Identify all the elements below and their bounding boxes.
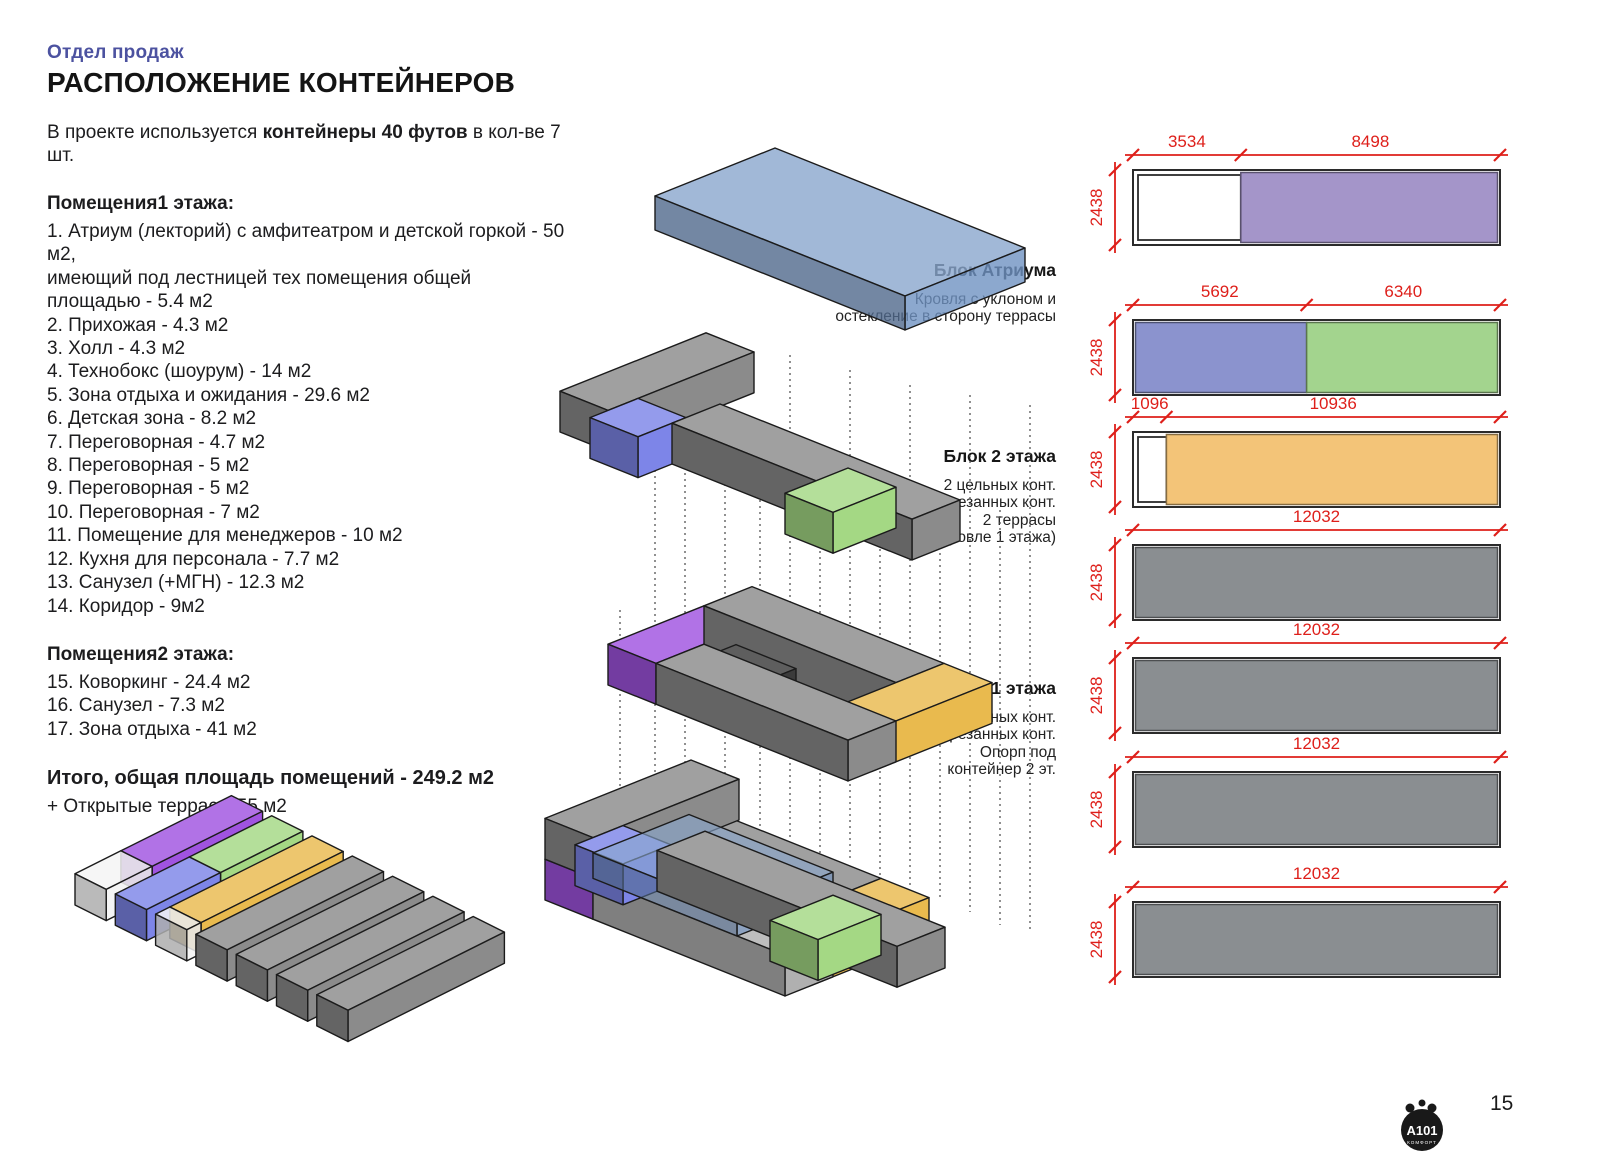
room-item: 17. Зона отдыха - 41 м2	[47, 718, 257, 740]
annotation-line: 2 цельных конт.	[943, 477, 1056, 494]
room-item: 3. Холл - 4.3 м2	[47, 338, 186, 360]
room-item: 7. Переговорная - 4.7 м2	[47, 431, 266, 453]
floor2-list: 15. Коворкинг - 24.4 м2 16. Санузел - 7.3…	[47, 671, 567, 741]
room-item: 16. Санузел - 7.3 м2	[47, 695, 225, 717]
floor2-heading: Помещения2 этажа:	[47, 643, 235, 665]
room-item: 13. Санузел (+МГН) - 12.3 м2	[47, 572, 305, 594]
svg-text:6340: 6340	[1384, 282, 1422, 301]
total-area-line: Итого, общая площадь помещений - 249.2 м…	[47, 767, 495, 790]
room-item: имеющий под лестницей тех помещения обще…	[47, 267, 472, 313]
logo-dot-icon	[1427, 1103, 1437, 1113]
intro-prefix: В проекте используется	[47, 122, 263, 143]
room-item: 1. Атриум (лекторий) с амфитеатром и дет…	[47, 221, 565, 266]
intro-paragraph: В проекте используется контейнеры 40 фут…	[47, 121, 567, 167]
svg-text:2438: 2438	[1090, 451, 1106, 489]
svg-text:12032: 12032	[1293, 620, 1340, 639]
room-item: 8. Переговорная - 5 м2	[47, 455, 250, 477]
logo-text: A101	[1406, 1123, 1437, 1138]
svg-text:5692: 5692	[1201, 282, 1239, 301]
logo-circle-icon	[1401, 1109, 1443, 1151]
intro-bold: контейнеры 40 футов	[262, 122, 468, 143]
room-item: 4. Технобокс (шоурум) - 14 м2	[47, 361, 312, 383]
section-eyebrow: Отдел продаж	[47, 42, 184, 63]
brand-logo: A101 КОМФОРТ	[1401, 1099, 1443, 1151]
svg-text:12032: 12032	[1293, 864, 1340, 883]
room-item: 10. Переговорная - 7 м2	[47, 501, 260, 523]
svg-text:12032: 12032	[1293, 734, 1340, 753]
floor1-list: 1. Атриум (лекторий) с амфитеатром и дет…	[47, 220, 567, 618]
room-item: 12. Кухня для персонала - 7.7 м2	[47, 548, 340, 570]
page-number: 15	[1490, 1092, 1514, 1115]
left-text-column: Отдел продаж РАСПОЛОЖЕНИЕ КОНТЕЙНЕРОВ В …	[47, 42, 567, 818]
room-item: 11. Помещение для менеджеров - 10 м2	[47, 525, 403, 547]
annotation-title: Блок 2 этажа	[943, 446, 1056, 466]
logo-subtext: КОМФОРТ	[1407, 1140, 1437, 1145]
svg-text:2438: 2438	[1090, 564, 1106, 602]
container-dimension-drawings: 3534 8498 2438 5692 6340 2438 1096 10936 2438 120…	[1090, 132, 1508, 985]
room-item: 9. Переговорная - 5 м2	[47, 478, 250, 500]
floor1-heading: Помещения1 этажа:	[47, 193, 235, 214]
annotation-line: контейнер 2 эт.	[947, 761, 1056, 779]
svg-text:1096: 1096	[1131, 394, 1169, 413]
annotation-block: Блок 2 этажа 2 цельных конт. 2 обрезанных …	[736, 446, 1056, 547]
svg-text:12032: 12032	[1293, 507, 1340, 526]
annotation-line: 2 террасы	[982, 511, 1056, 529]
room-item: 6. Детская зона - 8.2 м2	[47, 408, 257, 430]
logo-dot-icon	[1405, 1103, 1415, 1113]
room-item: 15. Коворкинг - 24.4 м2	[47, 671, 251, 693]
containers-lineup-diagram	[74, 794, 506, 1043]
room-item: 5. Зона отдыха и ожидания - 29.6 м2	[47, 384, 370, 406]
logo-dot-icon	[1418, 1099, 1426, 1107]
page-title: РАСПОЛОЖЕНИЕ КОНТЕЙНЕРОВ	[47, 67, 516, 98]
room-item: 2. Прихожая - 4.3 м2	[47, 314, 229, 336]
svg-text:8498: 8498	[1351, 132, 1389, 151]
svg-text:2438: 2438	[1090, 339, 1106, 377]
svg-text:2438: 2438	[1090, 791, 1106, 829]
intro-suffix: в кол-ве 7 шт.	[47, 122, 561, 166]
svg-text:2438: 2438	[1090, 921, 1106, 959]
svg-text:3534: 3534	[1168, 132, 1206, 151]
svg-text:2438: 2438	[1090, 677, 1106, 715]
svg-text:2438: 2438	[1090, 189, 1106, 227]
annotation-line: Опорп под	[979, 743, 1056, 761]
room-item: 14. Коридор - 9м2	[47, 595, 205, 617]
exploded-axonometric-diagram	[544, 147, 1031, 997]
svg-text:10936: 10936	[1310, 394, 1357, 413]
